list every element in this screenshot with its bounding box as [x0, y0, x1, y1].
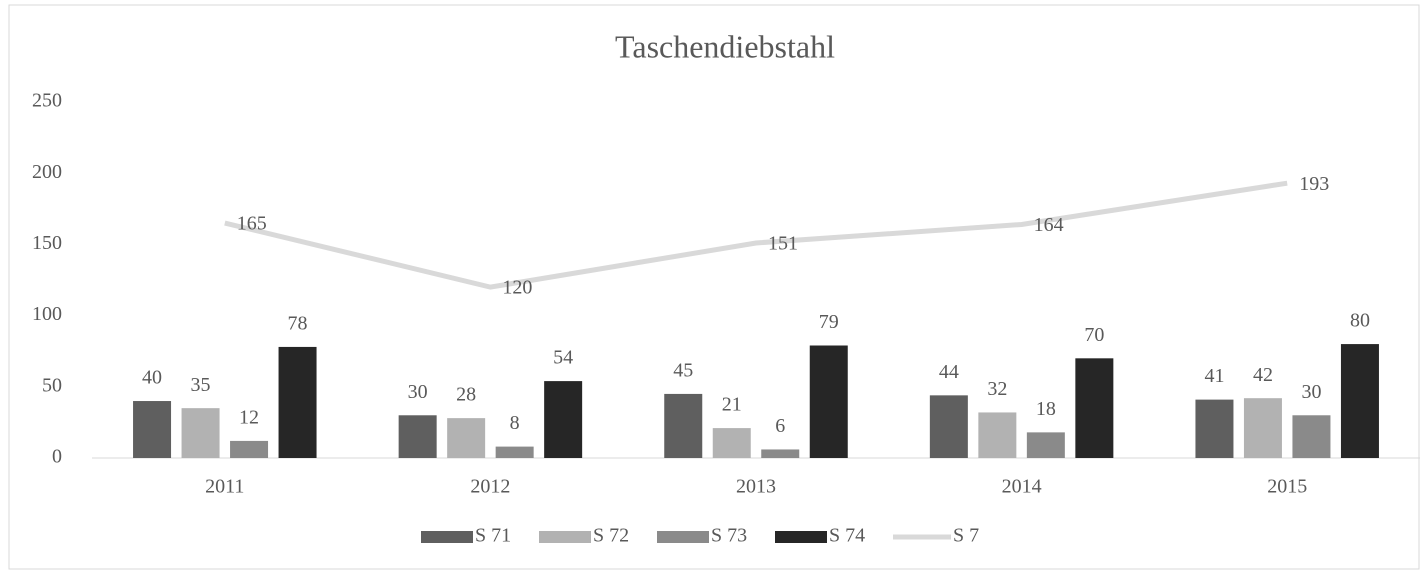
bar-value-label: 78: [288, 313, 308, 335]
bar-value-label: 41: [1204, 365, 1224, 387]
bar: [1292, 415, 1331, 458]
line-value-label: 151: [768, 233, 798, 255]
bar: [761, 449, 800, 458]
y-tick-label: 0: [52, 446, 62, 468]
bar: [230, 440, 269, 458]
bar-value-label: 45: [673, 360, 693, 382]
legend-label: S 73: [711, 525, 747, 547]
bar-value-label: 21: [722, 394, 742, 416]
bar-value-label: 79: [819, 311, 839, 333]
bar-value-label: 35: [191, 374, 211, 396]
chart-border: [8, 4, 1420, 570]
line-value-label: 120: [502, 277, 532, 299]
chart-title: Taschendiebstahl: [615, 28, 835, 64]
bar-value-label: 54: [553, 347, 573, 369]
bar-value-label: 70: [1084, 324, 1104, 346]
line-value-label: 165: [237, 213, 267, 235]
bar-value-label: 40: [142, 367, 162, 389]
line-value-label: 164: [1034, 214, 1064, 236]
legend-label: S 72: [593, 525, 629, 547]
bar: [278, 346, 317, 458]
bar: [181, 408, 220, 458]
bar: [1195, 399, 1234, 458]
y-tick-label: 150: [32, 232, 62, 254]
bar: [447, 418, 486, 458]
bar-value-label: 18: [1036, 398, 1056, 420]
x-tick-label: 2014: [1002, 476, 1042, 498]
legend-swatch: [775, 531, 827, 543]
y-tick-label: 200: [32, 161, 62, 183]
bar-value-label: 30: [1301, 381, 1321, 403]
legend-label: S 7: [953, 525, 979, 547]
bar-value-label: 6: [775, 415, 785, 437]
bar: [978, 412, 1017, 458]
bar: [1243, 398, 1282, 458]
line-value-label: 193: [1299, 173, 1329, 195]
bar-value-label: 28: [456, 384, 476, 406]
bar: [664, 393, 703, 458]
x-tick-label: 2013: [736, 476, 776, 498]
y-tick-label: 50: [42, 374, 62, 396]
y-tick-label: 100: [32, 303, 62, 325]
legend-swatch: [421, 531, 473, 543]
x-tick-label: 2012: [470, 476, 510, 498]
legend-swatch: [539, 531, 591, 543]
bar-value-label: 80: [1350, 310, 1370, 332]
bar-value-label: 44: [939, 361, 959, 383]
bar: [495, 446, 534, 458]
bar: [133, 401, 172, 458]
bar: [1026, 432, 1065, 458]
bar-value-label: 30: [408, 381, 428, 403]
bar: [398, 415, 437, 458]
bar-value-label: 12: [239, 407, 259, 429]
legend-swatch: [657, 531, 709, 543]
bar: [929, 395, 968, 458]
bar: [1340, 344, 1379, 458]
x-tick-label: 2011: [205, 476, 244, 498]
legend-label: S 74: [829, 525, 865, 547]
x-tick-label: 2015: [1267, 476, 1307, 498]
legend-label: S 71: [475, 525, 511, 547]
bar: [712, 428, 751, 458]
bar: [1075, 358, 1114, 458]
line-series: [224, 180, 1288, 290]
bar-value-label: 32: [987, 378, 1007, 400]
bar-value-label: 8: [510, 412, 520, 434]
bar-value-label: 42: [1253, 364, 1273, 386]
bar: [809, 345, 848, 458]
y-tick-label: 250: [32, 90, 62, 112]
bar: [544, 381, 583, 458]
